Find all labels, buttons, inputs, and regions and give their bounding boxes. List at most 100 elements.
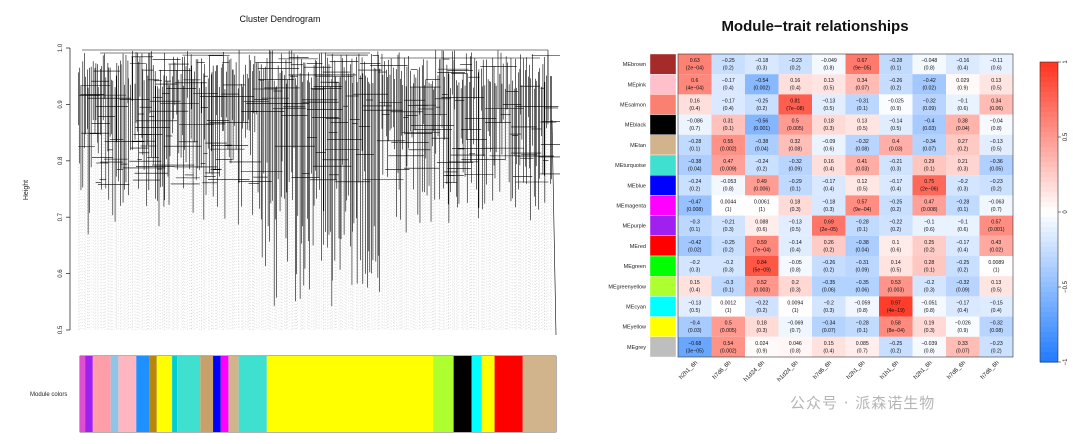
heatmap-cell — [946, 296, 980, 317]
column-label: h7d6_6h — [946, 360, 967, 381]
cell-correlation: −0.42 — [688, 240, 701, 246]
cell-correlation: 0.15 — [824, 341, 834, 347]
cell-pvalue: (0.8) — [790, 348, 801, 354]
cell-pvalue: (0.7) — [689, 126, 700, 132]
cell-correlation: −0.17 — [822, 179, 835, 185]
heatmap-cell — [778, 336, 812, 357]
cell-pvalue: (0.2) — [991, 187, 1002, 193]
legend-gradient-step — [1040, 282, 1058, 288]
cell-correlation: 0.28 — [924, 260, 934, 266]
heatmap-cell — [778, 175, 812, 196]
legend-gradient-step — [1040, 172, 1058, 178]
heatmap-cell — [946, 215, 980, 236]
dendrogram-panel: Cluster Dendrogram 1.0 0.9 0.8 0.7 0.6 0.5 Hei… — [23, 14, 560, 433]
heatmap-cell — [745, 276, 779, 297]
cell-pvalue: (2e−05) — [820, 227, 838, 233]
cell-correlation: 0.52 — [757, 280, 767, 286]
heatmap-cell — [946, 235, 980, 256]
row-label: MEmagenta — [616, 204, 647, 210]
row-label: MEgreenyellow — [608, 284, 646, 290]
cell-correlation: −0.21 — [889, 159, 902, 165]
cell-pvalue: (0.3) — [823, 126, 834, 132]
legend-gradient-step — [1040, 152, 1058, 158]
module-color-segment — [266, 356, 434, 432]
legend-gradient-step — [1040, 97, 1058, 103]
heatmap-cell — [946, 54, 980, 75]
module-color-swatch — [649, 114, 677, 135]
cell-correlation: 0.29 — [924, 159, 934, 165]
legend-gradient-step — [1040, 87, 1058, 93]
heatmap-cell — [946, 316, 980, 337]
cell-pvalue: (0.006) — [754, 187, 771, 193]
cell-correlation: −0.15 — [990, 300, 1003, 306]
cell-pvalue: (0.4) — [957, 308, 968, 314]
cell-correlation: −0.11 — [990, 58, 1003, 64]
heatmap-cell — [979, 296, 1013, 317]
cell-correlation: −0.54 — [755, 78, 768, 84]
cell-pvalue: (0.8) — [823, 66, 834, 72]
cell-correlation: −0.17 — [956, 240, 969, 246]
module-color-segment — [471, 356, 482, 432]
cell-pvalue: (0.9) — [890, 106, 901, 112]
heatmap-cell — [979, 195, 1013, 216]
heatmap-cell — [678, 195, 712, 216]
cell-correlation: −0.14 — [789, 240, 802, 246]
cell-pvalue: (0.09) — [922, 106, 936, 112]
legend-gradient-step — [1040, 302, 1058, 308]
heatmap-cell — [845, 134, 879, 155]
heatmap-cell — [879, 256, 913, 277]
cell-pvalue: (0.03) — [889, 146, 903, 152]
heatmap-cell — [711, 74, 745, 95]
cell-pvalue: (0.2) — [756, 167, 767, 173]
heatmap-cell — [979, 54, 1013, 75]
cell-correlation: −0.25 — [889, 199, 902, 205]
cell-pvalue: (0.3) — [957, 167, 968, 173]
cell-pvalue: (0.3) — [723, 268, 734, 274]
legend-gradient-step — [1040, 207, 1058, 213]
cell-correlation: 0.2 — [792, 280, 799, 286]
legend-gradient-step — [1040, 307, 1058, 313]
heatmap-cell — [912, 134, 946, 155]
heatmap-cell — [812, 336, 846, 357]
cell-correlation: 0.6 — [691, 78, 698, 84]
heatmap-cell — [845, 336, 879, 357]
heatmap-cell — [778, 316, 812, 337]
heatmap-cell — [845, 276, 879, 297]
cell-correlation: 0.088 — [755, 220, 768, 226]
cell-correlation: −0.23 — [789, 58, 802, 64]
cell-correlation: −0.17 — [889, 179, 902, 185]
heatmap-cell — [711, 256, 745, 277]
cell-correlation: 0.34 — [857, 78, 867, 84]
cell-pvalue: (0.7) — [857, 348, 868, 354]
heatmap-cell — [979, 235, 1013, 256]
legend-gradient-step — [1040, 177, 1058, 183]
dendrogram-plot: 1.0 0.9 0.8 0.7 0.6 0.5 Height Module colors — [23, 43, 560, 433]
legend-gradient-step — [1040, 167, 1058, 173]
cell-correlation: −0.048 — [921, 58, 937, 64]
cell-correlation: 0.4 — [892, 139, 899, 145]
heatmap-cell — [812, 134, 846, 155]
cell-pvalue: (0.04) — [688, 167, 702, 173]
heatmap-cell — [711, 235, 745, 256]
heatmap-cell — [678, 134, 712, 155]
heatmap-cell — [845, 215, 879, 236]
cell-pvalue: (9e−05) — [853, 66, 871, 72]
cell-correlation: −0.29 — [789, 179, 802, 185]
module-color-swatch — [649, 336, 677, 358]
cell-correlation: −0.04 — [990, 119, 1003, 125]
cell-pvalue: (0.8) — [790, 268, 801, 274]
cell-pvalue: (0.5) — [857, 126, 868, 132]
heatmap-cell — [845, 296, 879, 317]
cell-pvalue: (0.002) — [720, 348, 737, 354]
heatmap-cell — [946, 336, 980, 357]
heatmap-cell — [879, 94, 913, 115]
cell-pvalue: (0.003) — [754, 288, 771, 294]
cell-correlation: −0.13 — [822, 98, 835, 104]
heatmap-cell — [745, 336, 779, 357]
cell-correlation: 0.15 — [690, 280, 700, 286]
heatmap-cell — [946, 155, 980, 176]
cell-pvalue: (0.001) — [988, 227, 1005, 233]
cell-correlation: −0.14 — [889, 119, 902, 125]
y-tick-label: 0.8 — [58, 156, 64, 165]
heatmap-cell — [745, 296, 779, 317]
